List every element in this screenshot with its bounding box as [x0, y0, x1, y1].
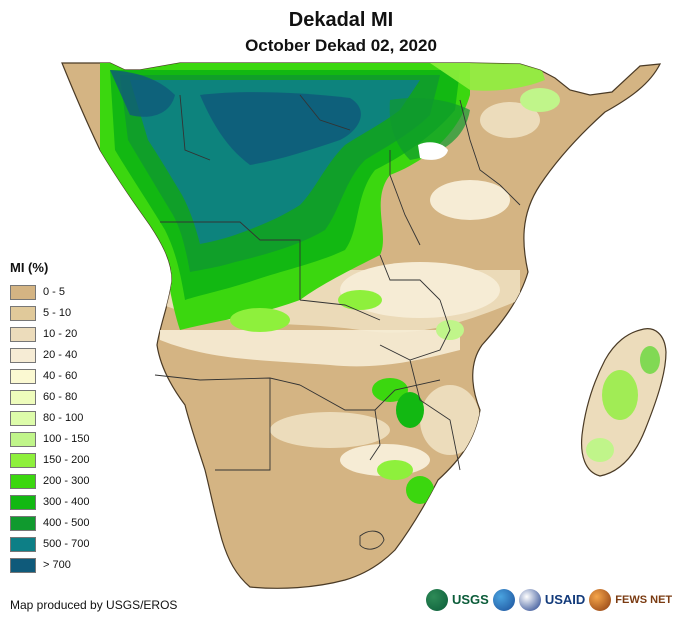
legend-item: 40 - 60	[10, 366, 140, 387]
legend-item: 60 - 80	[10, 387, 140, 408]
legend-item: 150 - 200	[10, 450, 140, 471]
legend-item: 0 - 5	[10, 282, 140, 303]
legend-swatch	[10, 453, 36, 468]
legend-item: > 700	[10, 555, 140, 576]
legend-swatch	[10, 558, 36, 573]
legend-label: 80 - 100	[43, 412, 84, 424]
legend-label: 10 - 20	[43, 328, 78, 340]
legend-swatch	[10, 495, 36, 510]
legend-label: 20 - 40	[43, 349, 78, 361]
usaid-logo-icon	[518, 589, 541, 611]
legend-items: 0 - 5 5 - 10 10 - 20 20 - 40 40 - 60 60 - 80 8…	[10, 282, 140, 576]
legend-item: 5 - 10	[10, 303, 140, 324]
legend-swatch	[10, 369, 36, 384]
legend-swatch	[10, 432, 36, 447]
agency-logos: USGS USAID FEWS NET	[426, 584, 676, 616]
legend-item: 300 - 400	[10, 492, 140, 513]
madagascar	[580, 328, 667, 477]
legend-swatch	[10, 537, 36, 552]
legend-swatch	[10, 390, 36, 405]
legend-swatch	[10, 285, 36, 300]
credit-text: Map produced by USGS/EROS	[10, 598, 178, 612]
legend-title: MI (%)	[10, 260, 49, 275]
map-title: Dekadal MI	[288, 9, 394, 31]
legend: MI (%) 0 - 5 5 - 10 10 - 20 20 - 40 40 - 60 6…	[10, 260, 140, 576]
legend-swatch	[10, 411, 36, 426]
legend-label: 0 - 5	[43, 286, 66, 298]
legend-label: 60 - 80	[43, 391, 78, 403]
fews-logo-text: FEWS NET	[615, 594, 673, 606]
country-borders	[154, 94, 521, 550]
legend-swatch	[10, 348, 36, 363]
legend-label: > 700	[43, 559, 71, 571]
legend-label: 400 - 500	[43, 517, 90, 529]
fews-logo-icon	[589, 589, 612, 611]
legend-item: 80 - 100	[10, 408, 140, 429]
legend-item: 20 - 40	[10, 345, 140, 366]
legend-item: 100 - 150	[10, 429, 140, 450]
usgs-logo-text: USGS	[452, 592, 489, 607]
usgs-logo-icon	[426, 589, 448, 611]
legend-label: 150 - 200	[43, 454, 90, 466]
noaa-logo-icon	[492, 589, 515, 611]
legend-label: 300 - 400	[43, 496, 90, 508]
legend-item: 400 - 500	[10, 513, 140, 534]
legend-swatch	[10, 474, 36, 489]
legend-label: 40 - 60	[43, 370, 78, 382]
legend-label: 200 - 300	[43, 475, 90, 487]
usaid-logo-text: USAID	[544, 592, 586, 607]
map-subtitle: October Dekad 02, 2020	[245, 36, 437, 55]
legend-swatch	[10, 516, 36, 531]
legend-item: 10 - 20	[10, 324, 140, 345]
legend-swatch	[10, 306, 36, 321]
legend-label: 500 - 700	[43, 538, 90, 550]
legend-swatch	[10, 327, 36, 342]
legend-item: 200 - 300	[10, 471, 140, 492]
legend-item: 500 - 700	[10, 534, 140, 555]
legend-label: 5 - 10	[43, 307, 72, 319]
legend-label: 100 - 150	[43, 433, 90, 445]
